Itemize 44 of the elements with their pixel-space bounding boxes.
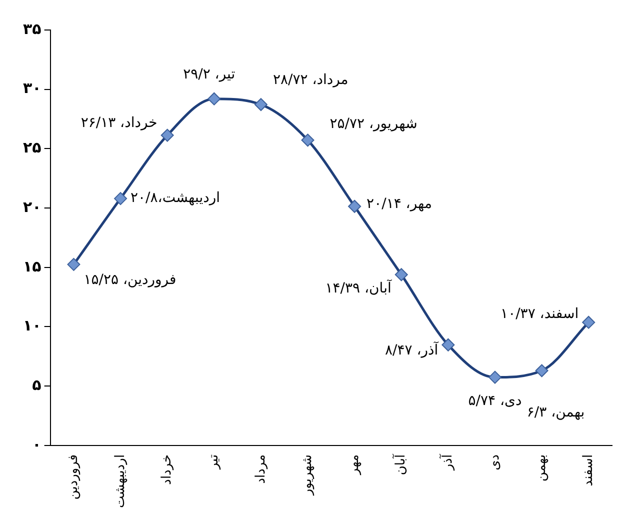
y-tick-label: ۰ [32,435,42,454]
point [208,92,221,106]
point [348,200,362,213]
y-tick-label: ۲۵ [23,138,42,157]
data-label: آذر، ۸/۴۷ [385,340,440,359]
y-tick-label: ۱۰ [23,316,42,335]
data-label: مهر، ۲۰/۱۴ [366,196,432,212]
x-tick-label: خرداد [160,454,175,485]
x-tick-label: شهریور [300,454,316,496]
data-label: شهریور، ۲۵/۷۲ [330,116,418,132]
y-tick-label: ۵ [32,376,42,394]
point [394,268,408,282]
x-tick-label: آذر [438,453,456,472]
x-tick-label: مرداد [253,454,268,484]
y-tick-label: ۱۵ [23,257,42,276]
point [254,98,268,112]
data-label: خرداد، ۲۶/۱۳ [80,114,158,131]
data-label: آبان، ۱۴/۳۹ [325,278,392,296]
x-tick-label: بهمن [534,454,550,482]
y-tick-label: ۲۰ [23,198,42,216]
data-label: اردیبهشت،۲۰/۸ [130,190,220,206]
data-label: مرداد، ۲۸/۷۲ [272,72,348,88]
x-tick-label: تیر [206,454,222,470]
point [488,370,502,384]
point [582,316,596,329]
data-label: دی، ۵/۷۴ [468,392,522,409]
x-tick-label: مهر [346,454,362,476]
data-label: بهمن، ۶/۳ [526,404,585,420]
y-tick-label: ۳۰ [23,79,42,98]
y-tick-label: ۳۵ [23,20,42,38]
x-tick-label: آبان [392,453,409,476]
x-tick-label: دی [487,454,502,470]
point [67,258,80,271]
point [535,364,548,378]
point [301,134,314,147]
point [442,338,455,352]
x-tick-label: اسفند [580,454,596,486]
data-label: تیر، ۲۹/۲ [183,66,236,82]
point [114,192,128,206]
point [160,128,174,142]
data-label: فروردین، ۱۵/۲۵ [84,272,176,288]
data-label: اسفند، ۱۰/۳۷ [500,306,579,322]
x-tick-label: اردیبهشت [112,454,128,508]
x-tick-label: فروردین [66,454,82,500]
